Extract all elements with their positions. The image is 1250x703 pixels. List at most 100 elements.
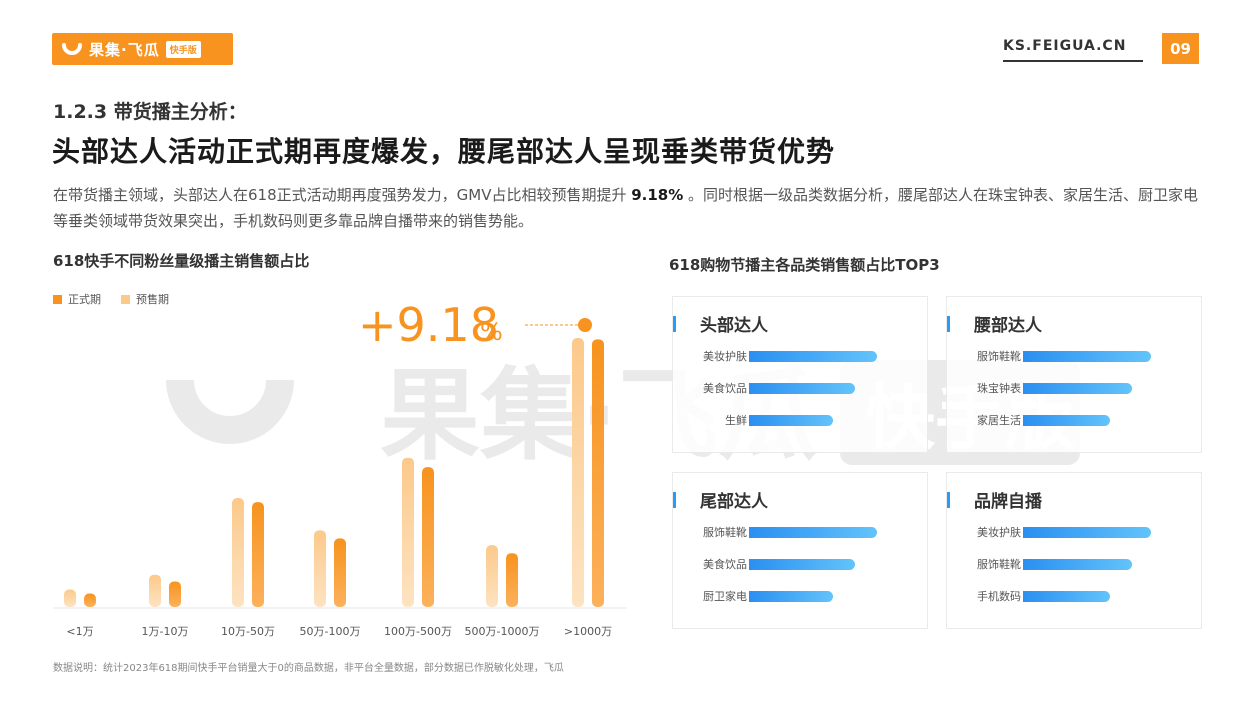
legend-swatch-presale: [121, 294, 130, 304]
card-title: 品牌自播: [974, 492, 1042, 512]
right-chart-title: 618购物节播主各品类销售额占比TOP3: [669, 256, 940, 274]
row-bar: [1023, 590, 1110, 602]
row-label: 美食饮品: [703, 558, 747, 571]
left-chart-title: 618快手不同粉丝量级播主销售额占比: [53, 252, 310, 270]
row-label: 美妆护肤: [977, 526, 1021, 539]
card-row: 手机数码: [947, 589, 1201, 603]
bar-formal-4: [422, 467, 434, 607]
description-part-2: 。同时根据一级品类数据分析，腰尾部达人在珠宝钟表、家居生活、厨卫家电等垂类领域带…: [53, 186, 1199, 230]
x-tick-label-2: 10万-50万: [221, 625, 275, 638]
bar-presale-6: [572, 338, 584, 607]
category-card-3: 品牌自播美妆护肤服饰鞋靴手机数码: [946, 472, 1202, 629]
row-bar: [749, 590, 833, 602]
legend-item-formal: 正式期: [53, 291, 101, 307]
page-title: 头部达人活动正式期再度爆发，腰尾部达人呈现垂类带货优势: [52, 135, 836, 168]
card-accent: [673, 315, 676, 332]
card-row: 服饰鞋靴: [947, 557, 1201, 571]
card-row: 珠宝钟表: [947, 381, 1201, 395]
legend-label-formal: 正式期: [68, 293, 101, 306]
card-row: 美妆护肤: [947, 525, 1201, 539]
row-label: 手机数码: [977, 590, 1021, 603]
bar-group: [64, 338, 604, 607]
row-bar: [749, 350, 877, 362]
row-label: 家居生活: [977, 414, 1021, 427]
annotation-dot: [578, 318, 592, 332]
card-row: 服饰鞋靴: [673, 525, 927, 539]
x-tick-label-0: <1万: [66, 625, 93, 638]
bar-formal-3: [334, 538, 346, 607]
card-row: 服饰鞋靴: [947, 349, 1201, 363]
row-label: 服饰鞋靴: [977, 350, 1021, 363]
card-accent: [947, 315, 950, 332]
bar-formal-6: [592, 339, 604, 607]
card-title: 腰部达人: [974, 316, 1042, 336]
legend-swatch-formal: [53, 294, 62, 304]
card-header: 腰部达人: [947, 311, 1042, 336]
row-bar: [1023, 558, 1132, 570]
card-row: 厨卫家电: [673, 589, 927, 603]
description: 在带货播主领域，头部达人在618正式活动期再度强势发力，GMV占比相较预售期提升…: [53, 182, 1213, 234]
x-tick-label-4: 100万-500万: [384, 625, 452, 638]
row-label: 美妆护肤: [703, 350, 747, 363]
category-card-2: 尾部达人服饰鞋靴美食饮品厨卫家电: [672, 472, 928, 629]
logo-badge: 快手版: [165, 40, 201, 58]
row-bar: [749, 558, 855, 570]
card-accent: [947, 491, 950, 508]
row-label: 珠宝钟表: [977, 382, 1021, 395]
x-tick-label-3: 50万-100万: [300, 625, 361, 638]
row-bar: [1023, 414, 1110, 426]
row-label: 厨卫家电: [703, 590, 747, 603]
bar-presale-3: [314, 530, 326, 607]
site-url[interactable]: KS.FEIGUA.CN: [1003, 38, 1143, 62]
x-tick-label-1: 1万-10万: [142, 625, 189, 638]
bar-presale-5: [486, 545, 498, 607]
card-row: 美食饮品: [673, 557, 927, 571]
category-card-1: 腰部达人服饰鞋靴珠宝钟表家居生活: [946, 296, 1202, 453]
card-row: 家居生活: [947, 413, 1201, 427]
x-tick-label-6: >1000万: [564, 625, 612, 638]
section-label: 1.2.3 带货播主分析：: [53, 101, 247, 123]
legend-label-presale: 预售期: [136, 293, 169, 306]
row-bar: [749, 414, 833, 426]
row-bar: [1023, 382, 1132, 394]
row-label: 生鲜: [725, 414, 747, 427]
logo-mark-icon: [62, 43, 82, 55]
card-header: 品牌自播: [947, 487, 1042, 512]
card-accent: [673, 491, 676, 508]
page-number: 09: [1162, 33, 1199, 64]
row-label: 服饰鞋靴: [703, 526, 747, 539]
bar-presale-4: [402, 457, 414, 607]
description-highlight: 9.18%: [631, 186, 684, 204]
card-header: 尾部达人: [673, 487, 768, 512]
bar-formal-0: [84, 593, 96, 607]
card-title: 头部达人: [700, 316, 768, 336]
bar-formal-5: [506, 553, 518, 607]
card-row: 美妆护肤: [673, 349, 927, 363]
row-label: 服饰鞋靴: [977, 558, 1021, 571]
bar-presale-1: [149, 574, 161, 607]
card-row: 美食饮品: [673, 381, 927, 395]
bar-formal-2: [252, 502, 264, 607]
card-row: 生鲜: [673, 413, 927, 427]
card-header: 头部达人: [673, 311, 768, 336]
row-bar: [749, 526, 877, 538]
logo-text: 果集·飞瓜: [89, 40, 160, 59]
description-part-1: 在带货播主领域，头部达人在618正式活动期再度强势发力，GMV占比相较预售期提升: [53, 186, 632, 204]
bar-formal-1: [169, 581, 181, 607]
x-tick-label-5: 500万-1000万: [465, 625, 540, 638]
row-bar: [749, 382, 855, 394]
card-title: 尾部达人: [700, 492, 768, 512]
row-bar: [1023, 526, 1151, 538]
row-label: 美食饮品: [703, 382, 747, 395]
chart-legend: 正式期 预售期: [53, 291, 189, 307]
growth-annotation-unit: %: [480, 318, 503, 346]
bar-presale-0: [64, 589, 76, 607]
category-card-0: 头部达人美妆护肤美食饮品生鲜: [672, 296, 928, 453]
x-tick-labels: <1万 1万-10万 10万-50万 50万-100万 100万-500万 500万-10…: [66, 625, 612, 638]
growth-annotation-value: +9.18: [358, 298, 499, 352]
row-bar: [1023, 350, 1151, 362]
fan-tier-bar-chart: <1万 1万-10万 10万-50万 50万-100万 100万-500万 500万-10…: [53, 298, 627, 638]
data-footnote: 数据说明：统计2023年618期间快手平台销量大于0的商品数据，非平台全量数据，…: [53, 663, 564, 674]
legend-item-presale: 预售期: [121, 291, 169, 307]
bar-presale-2: [232, 498, 244, 607]
